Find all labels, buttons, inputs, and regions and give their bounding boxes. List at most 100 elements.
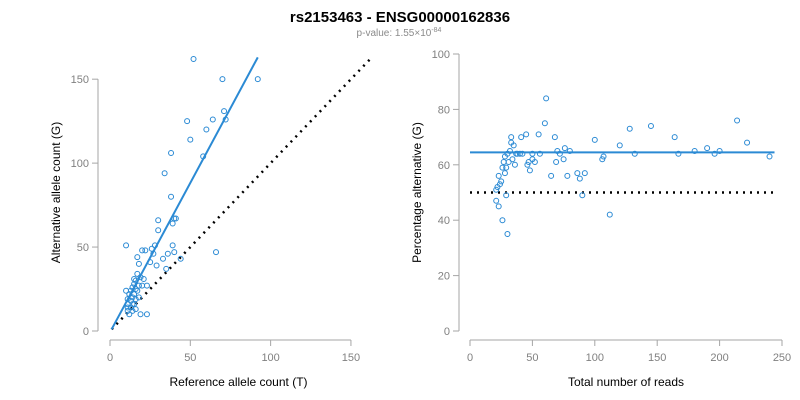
data-point [190, 56, 197, 63]
data-point [531, 159, 538, 166]
data-point [566, 147, 573, 154]
data-point [525, 159, 532, 166]
data-point [574, 170, 581, 177]
data-point [135, 294, 142, 301]
data-point [501, 170, 508, 177]
data-point [147, 259, 154, 266]
data-point [561, 145, 568, 152]
data-point [543, 95, 550, 102]
data-point [503, 164, 510, 171]
data-point [124, 304, 131, 311]
data-point [171, 249, 178, 256]
y-axis-label: Alternative allele count (G) [49, 122, 63, 263]
data-point [155, 227, 162, 234]
data-point [524, 161, 531, 168]
data-point [744, 139, 751, 146]
y-tick-label: 50 [77, 242, 89, 254]
data-point [142, 247, 149, 254]
data-point [168, 150, 175, 157]
data-point [616, 142, 623, 149]
data-point [675, 150, 682, 157]
x-tick-label: 150 [342, 352, 360, 364]
data-point [548, 172, 555, 179]
data-point [518, 134, 525, 141]
data-point [766, 153, 773, 160]
x-tick-label: 0 [107, 352, 113, 364]
data-point [168, 193, 175, 200]
data-point [500, 159, 507, 166]
data-point [626, 125, 633, 132]
y-axis-label: Percentage alternative (G) [410, 122, 424, 263]
x-tick-label: 0 [467, 352, 473, 364]
data-point [129, 294, 136, 301]
x-tick-label: 50 [184, 352, 196, 364]
data-point [254, 76, 261, 83]
fit-line [110, 56, 259, 330]
p-value-text: p-value: 1.55×10 [357, 28, 432, 39]
x-tick-label: 100 [261, 352, 279, 364]
data-point [505, 159, 512, 166]
data-point [132, 296, 139, 303]
data-point [493, 197, 500, 204]
data-point [499, 164, 506, 171]
data-point [498, 178, 505, 185]
data-point [137, 311, 144, 318]
data-point [219, 76, 226, 83]
data-point [132, 286, 139, 293]
data-point [516, 150, 523, 157]
x-tick-label: 150 [648, 352, 666, 364]
data-point [213, 249, 220, 256]
data-point [163, 265, 170, 272]
data-point [135, 282, 142, 289]
data-point [203, 126, 210, 133]
data-point [143, 282, 150, 289]
x-tick-label: 200 [710, 352, 728, 364]
y-tick-label: 80 [438, 104, 450, 116]
left-scatter-panel: 0 50 100 150 0 50 100 150 Reference allele count… [49, 56, 372, 389]
data-point [161, 170, 168, 177]
data-point [177, 255, 184, 262]
chart-title: rs2153463 - ENSG00000162836 [290, 9, 510, 26]
x-axis-label: Total number of reads [568, 375, 684, 389]
data-point [496, 181, 503, 188]
data-point [510, 142, 517, 149]
data-point [509, 156, 516, 163]
data-point [131, 291, 138, 298]
data-point [579, 192, 586, 199]
data-point [137, 274, 144, 281]
data-point [576, 175, 583, 182]
data-point [704, 145, 711, 152]
data-point [503, 192, 510, 199]
data-point [129, 307, 136, 314]
data-point [506, 147, 513, 154]
data-point [504, 231, 511, 238]
data-point [139, 282, 146, 289]
data-point [526, 167, 533, 174]
data-point [135, 260, 142, 267]
y-tick-label: 20 [438, 271, 450, 283]
y-tick-label: 60 [438, 160, 450, 172]
x-tick-label: 250 [773, 352, 791, 364]
p-value-exponent: -84 [431, 27, 441, 34]
data-point [734, 117, 741, 124]
data-point [221, 108, 228, 115]
data-point [671, 134, 678, 141]
data-point [519, 150, 526, 157]
data-point [153, 262, 160, 269]
data-point [187, 136, 194, 143]
data-point [511, 161, 518, 168]
data-point [184, 118, 191, 125]
data-point [600, 153, 607, 160]
data-point [581, 170, 588, 177]
data-point [132, 306, 139, 313]
y-tick-label: 40 [438, 215, 450, 227]
data-point [132, 277, 139, 284]
data-point [123, 242, 130, 249]
x-axis-label: Reference allele count (T) [169, 375, 307, 389]
data-point [148, 245, 155, 252]
y-tick-label: 0 [83, 326, 89, 338]
data-point [129, 284, 136, 291]
y-tick-label: 100 [432, 49, 450, 61]
data-point [164, 250, 171, 257]
